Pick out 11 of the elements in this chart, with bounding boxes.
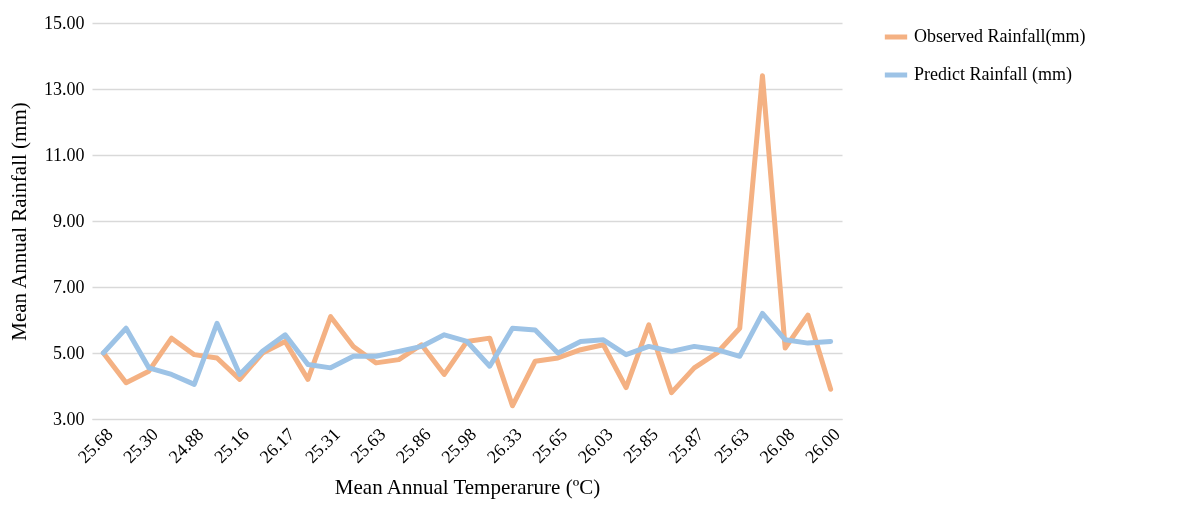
legend-label: Predict Rainfall (mm) <box>914 64 1072 85</box>
x-axis-title: Mean Annual Temperarure (ºC) <box>334 474 601 499</box>
y-tick-label: 13.00 <box>44 78 85 99</box>
y-axis-title: Mean Annual Rainfall (mm) <box>7 102 31 341</box>
y-tick-label: 5.00 <box>53 342 85 363</box>
y-tick-label: 7.00 <box>53 276 85 297</box>
y-tick-label: 11.00 <box>44 144 85 165</box>
y-tick-label: 3.00 <box>53 408 85 429</box>
legend-label: Observed Rainfall(mm) <box>914 26 1086 47</box>
y-tick-label: 15.00 <box>44 12 85 33</box>
y-tick-label: 9.00 <box>53 210 85 231</box>
